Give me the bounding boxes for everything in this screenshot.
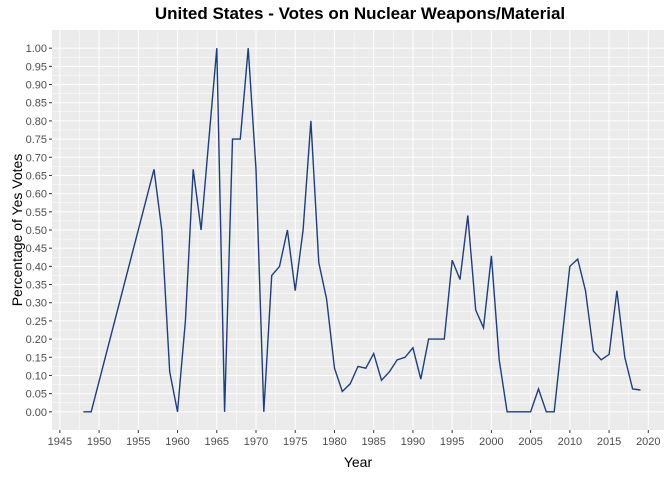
x-tick-label: 1950 — [87, 436, 111, 448]
x-tick-label: 2010 — [558, 436, 582, 448]
x-axis-ticks: 1945 1950 1955 1960 1965 1970 1975 1980 1985 1990… — [48, 430, 661, 448]
y-tick-label: 0.25 — [26, 316, 47, 328]
x-tick-label: 1970 — [244, 436, 268, 448]
y-tick-label: 0.00 — [26, 407, 47, 419]
x-tick-label: 1955 — [126, 436, 150, 448]
x-tick-label: 1960 — [165, 436, 189, 448]
x-tick-label: 1995 — [440, 436, 464, 448]
x-axis-title: Year — [344, 454, 373, 470]
major-grid — [52, 30, 664, 430]
x-tick-label: 2015 — [597, 436, 621, 448]
x-tick-label: 1985 — [361, 436, 385, 448]
x-tick-label: 1975 — [283, 436, 307, 448]
series-line — [83, 48, 641, 413]
y-tick-label: 0.50 — [26, 225, 47, 237]
x-tick-label: 1990 — [401, 436, 425, 448]
y-tick-label: 0.35 — [26, 280, 47, 292]
y-tick-label: 0.85 — [26, 98, 47, 110]
y-tick-label: 0.55 — [26, 207, 47, 219]
y-tick-label: 0.90 — [26, 80, 47, 92]
y-tick-label: 0.15 — [26, 352, 47, 364]
y-tick-label: 1.00 — [26, 43, 47, 55]
y-tick-label: 0.60 — [26, 189, 47, 201]
y-tick-label: 0.80 — [26, 116, 47, 128]
y-axis-ticks: 0.00 0.05 0.10 0.15 0.20 0.25 0.30 0.35 0.40 0.45… — [26, 43, 52, 419]
y-tick-label: 0.45 — [26, 243, 47, 255]
y-tick-label: 0.10 — [26, 370, 47, 382]
y-tick-label: 0.75 — [26, 134, 47, 146]
x-tick-label: 2020 — [636, 436, 660, 448]
x-tick-label: 1965 — [205, 436, 229, 448]
x-tick-label: 2000 — [479, 436, 503, 448]
y-tick-label: 0.95 — [26, 61, 47, 73]
y-tick-label: 0.30 — [26, 298, 47, 310]
y-tick-label: 0.05 — [26, 389, 47, 401]
y-tick-label: 0.40 — [26, 261, 47, 273]
y-tick-label: 0.20 — [26, 334, 47, 346]
x-tick-label: 1980 — [322, 436, 346, 448]
y-tick-label: 0.70 — [26, 152, 47, 164]
y-axis-title: Percentage of Yes Votes — [9, 154, 25, 307]
x-tick-label: 1945 — [48, 436, 72, 448]
y-tick-label: 0.65 — [26, 170, 47, 182]
chart-title: United States - Votes on Nuclear Weapons… — [154, 4, 566, 23]
x-tick-label: 2005 — [518, 436, 542, 448]
